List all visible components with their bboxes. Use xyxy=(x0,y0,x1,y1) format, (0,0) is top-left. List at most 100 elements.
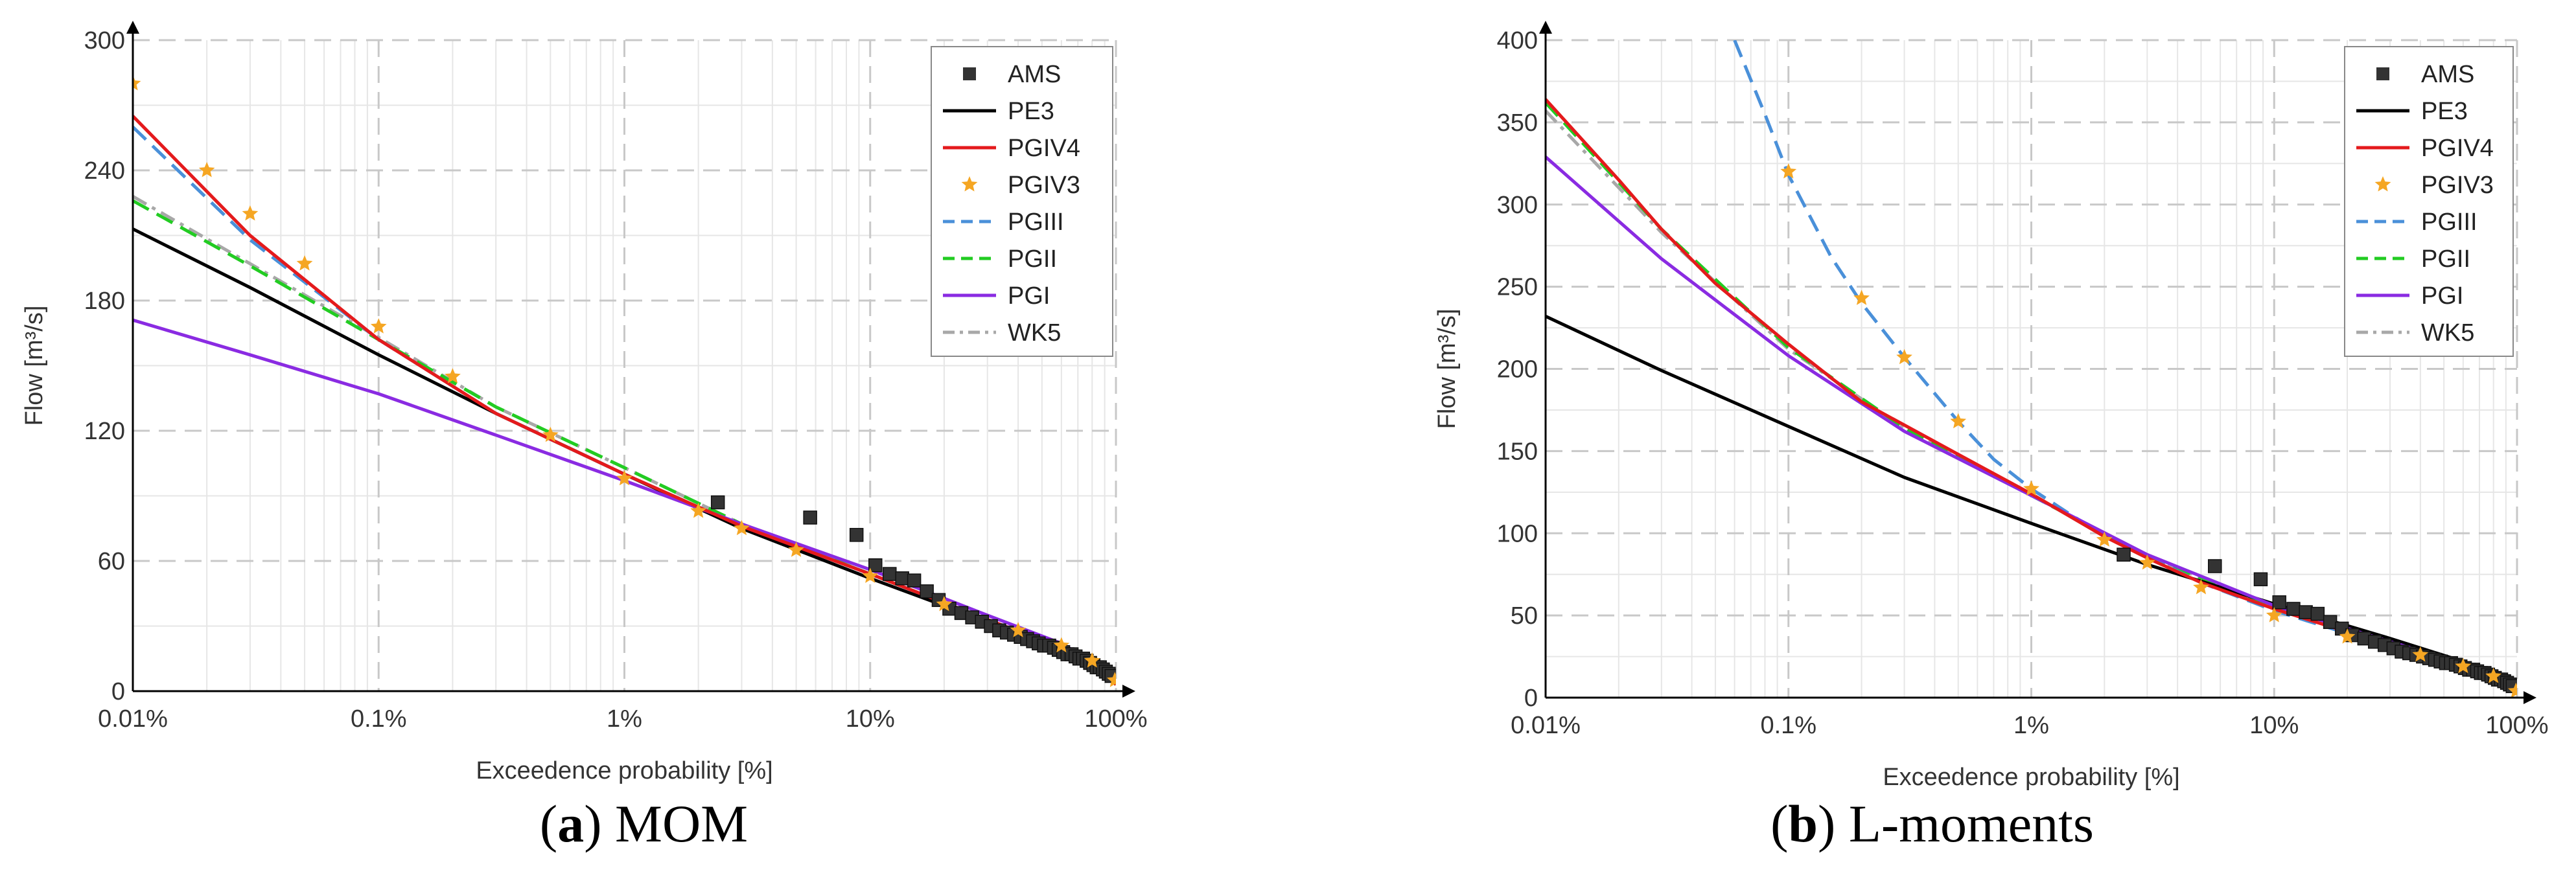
caption-a-text: MOM xyxy=(601,794,748,853)
legend-swatch-pgiv3-b xyxy=(2374,176,2391,192)
legend-label-pgiii-a: PGIII xyxy=(1008,209,1064,236)
legend-label-pgi-a: PGI xyxy=(1008,282,1050,310)
legend-box-b xyxy=(2344,46,2514,357)
pgiv3-point-a xyxy=(542,426,559,442)
y-tick-label-a: 180 xyxy=(84,288,125,315)
y-tick-label-b: 300 xyxy=(1497,192,1538,219)
ams-point-b xyxy=(2117,547,2131,562)
pgiv3-point-a xyxy=(734,519,750,536)
series-group-a xyxy=(133,75,1116,687)
pgiv3-point-a xyxy=(862,567,879,583)
chart-panel-b: 0.01% 0.1% 1% 10% 100% 0 50 100 150 200 250 300 350 4… xyxy=(1288,0,2576,879)
x-axis-arrow-a xyxy=(1122,685,1135,698)
x-axis-arrow-b xyxy=(2524,691,2536,704)
y-tick-label-a: 0 xyxy=(111,678,125,705)
pgiv3-point-a xyxy=(133,75,141,91)
pgiv3-point-a xyxy=(788,542,804,557)
y-tick-label-b: 150 xyxy=(1497,438,1538,465)
legend-swatch-ams-a xyxy=(963,67,976,80)
pgiv3-point-a xyxy=(370,318,387,334)
caption-a-letter: a xyxy=(557,794,585,853)
legend-label-pgiv3-b: PGIV3 xyxy=(2421,172,2494,199)
pgiv3-point-a xyxy=(198,162,215,177)
legend-box-a xyxy=(931,46,1113,357)
caption-b: (b) L-moments xyxy=(1770,794,2094,853)
y-tick-label-b: 400 xyxy=(1497,27,1538,54)
pgiv3-point-b xyxy=(2455,657,2472,674)
legend-label-pgiv3-a: PGIV3 xyxy=(1008,172,1080,199)
pgiv3-point-b xyxy=(1780,163,1797,179)
legend-label-pgii-a: PGII xyxy=(1008,245,1057,273)
legend-label-pe3-b: PE3 xyxy=(2421,98,2468,125)
pgiv3-point-a xyxy=(242,205,259,221)
ams-point-b xyxy=(2208,559,2222,573)
legend-label-pgii-b: PGII xyxy=(2421,245,2470,273)
y-tick-label-b: 350 xyxy=(1497,109,1538,137)
pgiv3-point-b xyxy=(2023,480,2039,496)
pgiv3-point-a xyxy=(690,503,706,518)
legend-label-ams-b: AMS xyxy=(2421,61,2474,88)
legend-label-pe3-a: PE3 xyxy=(1008,98,1054,125)
pgiv3-point-a xyxy=(296,255,313,271)
y-axis-arrow-b xyxy=(1539,21,1552,34)
y-axis-label-a: Flow [m³/s] xyxy=(21,306,48,426)
pgiv3-point-b xyxy=(2193,579,2209,595)
legend-label-pgiv4-b: PGIV4 xyxy=(2421,135,2494,162)
caption-a: (a) MOM xyxy=(539,794,748,853)
pgiv3-point-b xyxy=(2508,682,2517,698)
chart-a: 0.01% 0.1% 1% 10% 100% 0 60 120 180 240 300 Exceede… xyxy=(21,21,1148,784)
pgiv3-point-b xyxy=(1896,348,1912,365)
legend-swatch-ams-b xyxy=(2376,67,2389,80)
ams-point-b xyxy=(2310,606,2325,621)
caption-b-letter: b xyxy=(1788,794,1818,853)
y-axis-arrow-a xyxy=(126,21,139,34)
ams-point-a xyxy=(920,584,934,599)
pgiv3-point-b xyxy=(1853,290,1870,305)
ams-point-a xyxy=(907,573,922,588)
pgiv3-point-a xyxy=(1107,672,1116,687)
x-tick-label-b: 0.1% xyxy=(1760,712,1816,739)
y-tick-label-b: 100 xyxy=(1497,520,1538,547)
legend-label-pgiv4-a: PGIV4 xyxy=(1008,135,1080,162)
legend-swatch-pgiv3-a xyxy=(961,176,978,192)
ams-point-b xyxy=(2286,602,2301,616)
pgiv3-point-a xyxy=(616,470,632,486)
pgiv3-point-b xyxy=(2096,531,2113,547)
pgiv3-point-b xyxy=(2266,607,2282,622)
y-tick-label-b: 50 xyxy=(1511,602,1538,630)
x-tick-label-b: 0.01% xyxy=(1511,712,1581,739)
pgiv3-point-b xyxy=(2485,668,2501,683)
legend-label-ams-a: AMS xyxy=(1008,61,1061,88)
ams-point-b xyxy=(2299,605,2313,619)
ams-point-b xyxy=(2323,615,2338,630)
x-tick-label-a: 100% xyxy=(1084,705,1147,733)
pgiv3-point-a xyxy=(445,368,461,383)
x-axis-label-a: Exceedence probability [%] xyxy=(476,757,772,784)
y-tick-label-b: 200 xyxy=(1497,356,1538,383)
y-tick-label-a: 240 xyxy=(84,157,125,185)
pgiv3-point-a xyxy=(1053,637,1070,653)
y-tick-label-a: 300 xyxy=(84,27,125,54)
x-tick-label-b: 100% xyxy=(2485,712,2548,739)
y-tick-label-a: 60 xyxy=(98,548,125,575)
y-tick-label-b: 0 xyxy=(1524,685,1538,712)
x-axis-label-b: Exceedence probability [%] xyxy=(1883,764,2179,791)
x-tick-label-a: 0.01% xyxy=(98,705,168,733)
pgiv3-point-b xyxy=(1950,413,1967,429)
pgiv3-point-a xyxy=(1084,652,1100,668)
x-tick-label-a: 0.1% xyxy=(351,705,407,733)
ams-point-a xyxy=(895,571,909,586)
ams-point-b xyxy=(2253,572,2268,587)
caption-b-text: L-moments xyxy=(1835,794,2094,853)
y-axis-label-b: Flow [m³/s] xyxy=(1433,309,1461,429)
ams-point-a xyxy=(849,528,864,542)
legend-label-pgi-b: PGI xyxy=(2421,282,2463,310)
legend-label-pgiii-b: PGIII xyxy=(2421,209,2477,236)
pgiv3-point-a xyxy=(1010,622,1027,637)
chart-b: 0.01% 0.1% 1% 10% 100% 0 50 100 150 200 250 300 350 4… xyxy=(1433,21,2549,791)
chart-panel-a: 0.01% 0.1% 1% 10% 100% 0 60 120 180 240 300 Exceede… xyxy=(21,21,1148,853)
legend-label-wk5-b: WK5 xyxy=(2421,319,2474,347)
legend-label-wk5-a: WK5 xyxy=(1008,319,1061,347)
pgiv3-point-b xyxy=(2139,554,2155,570)
pgiv3-point-b xyxy=(2339,628,2356,644)
